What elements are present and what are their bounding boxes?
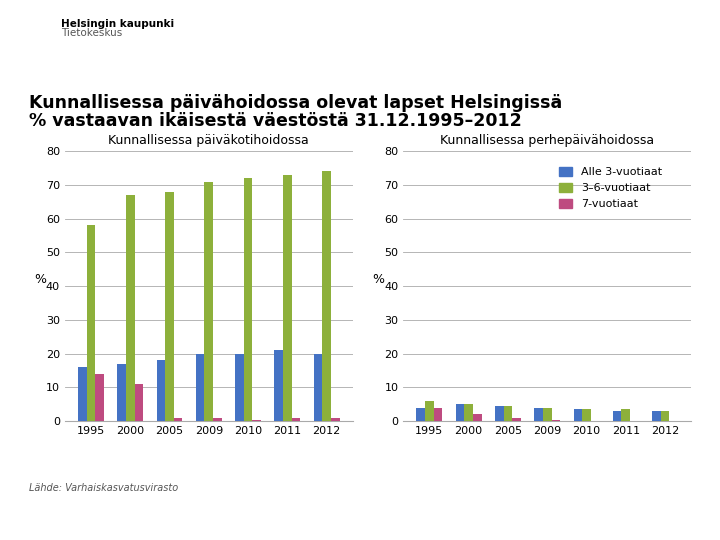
Bar	[292, 418, 300, 421]
Bar	[534, 408, 543, 421]
Bar	[253, 420, 261, 421]
Bar	[323, 172, 331, 421]
Bar	[652, 411, 661, 421]
Bar	[78, 367, 86, 421]
Bar	[495, 406, 503, 421]
Bar	[512, 418, 521, 421]
Bar	[425, 401, 433, 421]
Title: Kunnallisessa perhepäivähoidossa: Kunnallisessa perhepäivähoidossa	[440, 134, 654, 147]
Bar	[174, 418, 182, 421]
Bar	[135, 384, 143, 421]
Legend: Alle 3-vuotiaat, 3–6-vuotiaat, 7-vuotiaat: Alle 3-vuotiaat, 3–6-vuotiaat, 7-vuotiaa…	[554, 162, 667, 213]
Bar	[86, 226, 95, 421]
Y-axis label: %: %	[373, 273, 384, 286]
Bar	[416, 408, 425, 421]
Bar	[165, 192, 174, 421]
Bar	[574, 409, 582, 421]
Bar	[204, 181, 213, 421]
Bar	[543, 408, 552, 421]
Bar	[213, 418, 222, 421]
Title: Kunnallisessa päiväkotihoidossa: Kunnallisessa päiväkotihoidossa	[109, 134, 309, 147]
Bar	[456, 404, 464, 421]
Bar	[196, 354, 204, 421]
Bar	[661, 411, 670, 421]
Bar	[235, 354, 244, 421]
Y-axis label: %: %	[35, 273, 46, 286]
Bar	[621, 409, 630, 421]
Bar	[117, 364, 126, 421]
Bar	[156, 361, 165, 421]
Bar	[582, 409, 591, 421]
Bar	[283, 175, 292, 421]
Bar	[331, 418, 340, 421]
Bar	[473, 415, 482, 421]
Bar	[464, 404, 473, 421]
Text: Naisten ja miesten tasa-arvo Helsingissä: Naisten ja miesten tasa-arvo Helsingissä	[130, 520, 357, 530]
Bar	[613, 411, 621, 421]
Bar	[95, 374, 104, 421]
Text: Lähde: Varhaiskasvatusvirasto: Lähde: Varhaiskasvatusvirasto	[29, 483, 178, 494]
Text: 2: 2	[684, 520, 691, 530]
Bar	[503, 406, 512, 421]
Text: % vastaavan ikäisestä väestöstä 31.12.1995–2012: % vastaavan ikäisestä väestöstä 31.12.19…	[29, 112, 521, 130]
Text: Helsingin kaupunki: Helsingin kaupunki	[61, 19, 174, 29]
Text: 14.10.2013: 14.10.2013	[14, 520, 78, 530]
Bar	[433, 408, 442, 421]
Text: Kunnallisessa päivähoidossa olevat lapset Helsingissä: Kunnallisessa päivähoidossa olevat lapse…	[29, 94, 562, 112]
Bar	[274, 350, 283, 421]
Bar	[244, 178, 253, 421]
Text: Tietokeskus: Tietokeskus	[61, 28, 122, 38]
Bar	[552, 420, 560, 421]
Bar	[126, 195, 135, 421]
Bar	[314, 354, 323, 421]
